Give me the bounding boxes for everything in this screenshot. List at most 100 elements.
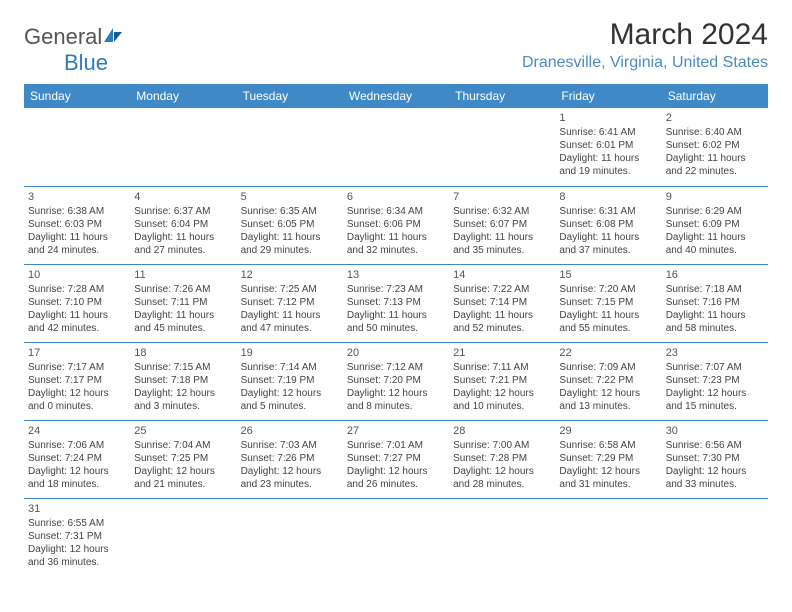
daylight-label: and 22 minutes. (666, 165, 764, 178)
day-number: 20 (347, 346, 445, 360)
sunset-label: Sunset: 7:11 PM (134, 296, 232, 309)
sunrise-label: Sunrise: 7:04 AM (134, 439, 232, 452)
calendar-cell (449, 498, 555, 576)
daylight-label: and 27 minutes. (134, 244, 232, 257)
day-number: 15 (559, 268, 657, 282)
sunrise-label: Sunrise: 7:01 AM (347, 439, 445, 452)
sunrise-label: Sunrise: 6:37 AM (134, 205, 232, 218)
day-number: 8 (559, 190, 657, 204)
sunset-label: Sunset: 7:19 PM (241, 374, 339, 387)
sunset-label: Sunset: 6:04 PM (134, 218, 232, 231)
day-number: 16 (666, 268, 764, 282)
daylight-label: and 37 minutes. (559, 244, 657, 257)
day-number: 23 (666, 346, 764, 360)
calendar-week: 24Sunrise: 7:06 AMSunset: 7:24 PMDayligh… (24, 420, 768, 498)
sunset-label: Sunset: 6:03 PM (28, 218, 126, 231)
daylight-label: Daylight: 12 hours (559, 387, 657, 400)
sunrise-label: Sunrise: 7:26 AM (134, 283, 232, 296)
daylight-label: Daylight: 12 hours (666, 465, 764, 478)
sunset-label: Sunset: 6:09 PM (666, 218, 764, 231)
calendar-cell: 2Sunrise: 6:40 AMSunset: 6:02 PMDaylight… (662, 108, 768, 186)
daylight-label: Daylight: 11 hours (28, 231, 126, 244)
day-number: 5 (241, 190, 339, 204)
day-number: 30 (666, 424, 764, 438)
sunset-label: Sunset: 7:21 PM (453, 374, 551, 387)
calendar-cell (130, 108, 236, 186)
calendar-cell: 11Sunrise: 7:26 AMSunset: 7:11 PMDayligh… (130, 264, 236, 342)
daylight-label: Daylight: 11 hours (347, 231, 445, 244)
calendar-cell: 15Sunrise: 7:20 AMSunset: 7:15 PMDayligh… (555, 264, 661, 342)
sunrise-label: Sunrise: 7:15 AM (134, 361, 232, 374)
calendar-cell (24, 108, 130, 186)
daylight-label: Daylight: 12 hours (28, 465, 126, 478)
calendar-table: Sunday Monday Tuesday Wednesday Thursday… (24, 84, 768, 576)
daylight-label: Daylight: 11 hours (453, 309, 551, 322)
daylight-label: Daylight: 11 hours (134, 309, 232, 322)
sunset-label: Sunset: 7:20 PM (347, 374, 445, 387)
sunrise-label: Sunrise: 6:35 AM (241, 205, 339, 218)
day-number: 18 (134, 346, 232, 360)
sunset-label: Sunset: 7:28 PM (453, 452, 551, 465)
daylight-label: and 10 minutes. (453, 400, 551, 413)
daylight-label: Daylight: 12 hours (241, 387, 339, 400)
logo-text-blue: Blue (64, 50, 108, 75)
sunset-label: Sunset: 6:08 PM (559, 218, 657, 231)
sunrise-label: Sunrise: 6:34 AM (347, 205, 445, 218)
sunrise-label: Sunrise: 7:28 AM (28, 283, 126, 296)
daylight-label: and 45 minutes. (134, 322, 232, 335)
daylight-label: Daylight: 12 hours (28, 543, 126, 556)
calendar-cell: 21Sunrise: 7:11 AMSunset: 7:21 PMDayligh… (449, 342, 555, 420)
daylight-label: and 29 minutes. (241, 244, 339, 257)
sunrise-label: Sunrise: 6:56 AM (666, 439, 764, 452)
calendar-week: 3Sunrise: 6:38 AMSunset: 6:03 PMDaylight… (24, 186, 768, 264)
daylight-label: Daylight: 11 hours (134, 231, 232, 244)
calendar-cell: 24Sunrise: 7:06 AMSunset: 7:24 PMDayligh… (24, 420, 130, 498)
calendar-cell: 25Sunrise: 7:04 AMSunset: 7:25 PMDayligh… (130, 420, 236, 498)
sunset-label: Sunset: 7:22 PM (559, 374, 657, 387)
daylight-label: Daylight: 11 hours (241, 309, 339, 322)
calendar-cell: 19Sunrise: 7:14 AMSunset: 7:19 PMDayligh… (237, 342, 343, 420)
sunset-label: Sunset: 6:06 PM (347, 218, 445, 231)
daylight-label: and 21 minutes. (134, 478, 232, 491)
calendar-cell: 18Sunrise: 7:15 AMSunset: 7:18 PMDayligh… (130, 342, 236, 420)
sail-icon (102, 24, 124, 50)
daylight-label: and 5 minutes. (241, 400, 339, 413)
sunrise-label: Sunrise: 6:29 AM (666, 205, 764, 218)
daylight-label: and 40 minutes. (666, 244, 764, 257)
sunset-label: Sunset: 7:23 PM (666, 374, 764, 387)
sunrise-label: Sunrise: 6:31 AM (559, 205, 657, 218)
calendar-week: 17Sunrise: 7:17 AMSunset: 7:17 PMDayligh… (24, 342, 768, 420)
day-header: Monday (130, 84, 236, 108)
daylight-label: Daylight: 11 hours (559, 231, 657, 244)
calendar-cell: 1Sunrise: 6:41 AMSunset: 6:01 PMDaylight… (555, 108, 661, 186)
sunrise-label: Sunrise: 6:38 AM (28, 205, 126, 218)
day-header: Tuesday (237, 84, 343, 108)
calendar-cell: 22Sunrise: 7:09 AMSunset: 7:22 PMDayligh… (555, 342, 661, 420)
sunrise-label: Sunrise: 7:25 AM (241, 283, 339, 296)
day-header: Wednesday (343, 84, 449, 108)
daylight-label: Daylight: 11 hours (241, 231, 339, 244)
sunrise-label: Sunrise: 7:22 AM (453, 283, 551, 296)
calendar-cell: 27Sunrise: 7:01 AMSunset: 7:27 PMDayligh… (343, 420, 449, 498)
logo: GeneralBlue (24, 24, 124, 76)
calendar-cell: 29Sunrise: 6:58 AMSunset: 7:29 PMDayligh… (555, 420, 661, 498)
daylight-label: and 52 minutes. (453, 322, 551, 335)
calendar-cell: 17Sunrise: 7:17 AMSunset: 7:17 PMDayligh… (24, 342, 130, 420)
day-header: Saturday (662, 84, 768, 108)
page-title: March 2024 (522, 18, 768, 52)
day-number: 19 (241, 346, 339, 360)
sunset-label: Sunset: 7:13 PM (347, 296, 445, 309)
calendar-cell: 10Sunrise: 7:28 AMSunset: 7:10 PMDayligh… (24, 264, 130, 342)
daylight-label: and 36 minutes. (28, 556, 126, 569)
calendar-cell: 6Sunrise: 6:34 AMSunset: 6:06 PMDaylight… (343, 186, 449, 264)
calendar-cell: 14Sunrise: 7:22 AMSunset: 7:14 PMDayligh… (449, 264, 555, 342)
day-number: 9 (666, 190, 764, 204)
daylight-label: Daylight: 12 hours (134, 387, 232, 400)
sunset-label: Sunset: 7:29 PM (559, 452, 657, 465)
sunrise-label: Sunrise: 7:11 AM (453, 361, 551, 374)
logo-text-general: General (24, 24, 102, 49)
sunset-label: Sunset: 7:31 PM (28, 530, 126, 543)
daylight-label: Daylight: 12 hours (28, 387, 126, 400)
day-header: Thursday (449, 84, 555, 108)
calendar-cell: 13Sunrise: 7:23 AMSunset: 7:13 PMDayligh… (343, 264, 449, 342)
